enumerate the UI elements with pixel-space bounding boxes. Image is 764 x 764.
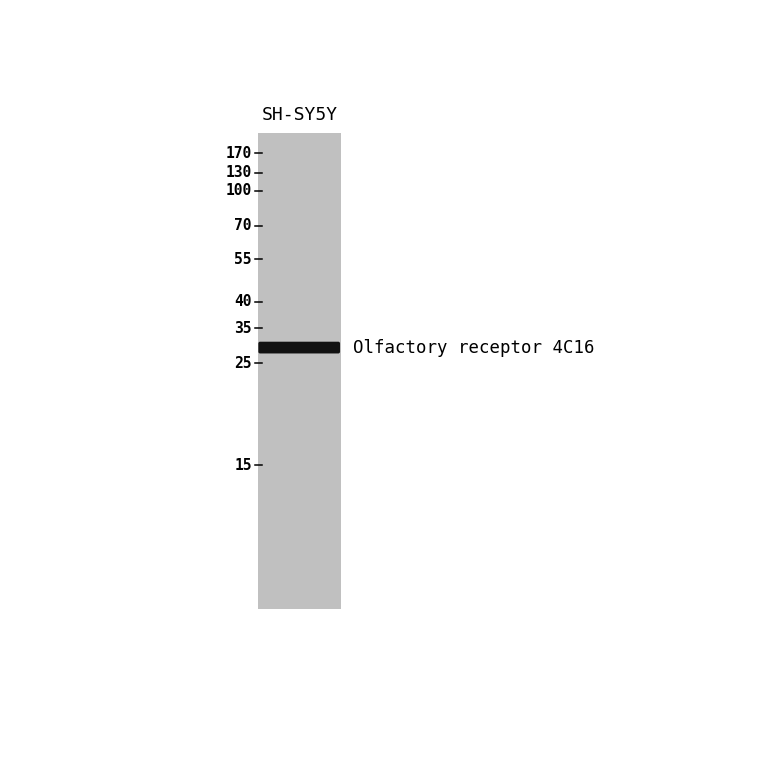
Text: Olfactory receptor 4C16: Olfactory receptor 4C16: [353, 338, 594, 357]
Text: SH-SY5Y: SH-SY5Y: [262, 106, 338, 125]
Text: 70: 70: [235, 219, 252, 233]
Text: 40: 40: [235, 294, 252, 309]
Text: 25: 25: [235, 356, 252, 371]
Text: 100: 100: [225, 183, 252, 198]
Text: 15: 15: [235, 458, 252, 473]
FancyBboxPatch shape: [258, 342, 340, 354]
Text: 170: 170: [225, 146, 252, 161]
Text: 130: 130: [225, 165, 252, 180]
Text: 35: 35: [235, 321, 252, 335]
FancyBboxPatch shape: [258, 133, 342, 610]
Text: 55: 55: [235, 252, 252, 267]
